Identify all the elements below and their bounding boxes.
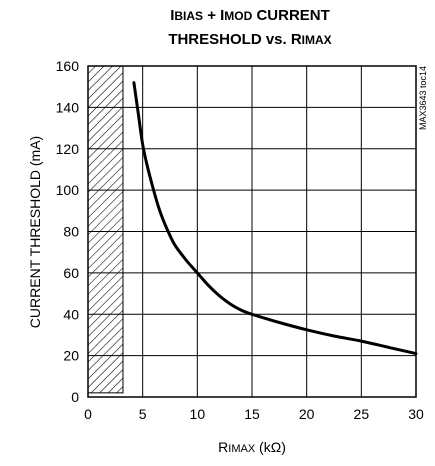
x-tick-label: 5 <box>139 406 147 422</box>
x-tick-label: 0 <box>84 406 92 422</box>
chart-title-line1: IBIAS + IMOD CURRENT <box>170 7 330 24</box>
y-tick-label: 0 <box>71 389 79 405</box>
y-tick-label: 40 <box>63 306 79 322</box>
y-tick-label: 100 <box>56 182 80 198</box>
x-tick-label: 20 <box>299 406 315 422</box>
x-tick-label: 10 <box>190 406 206 422</box>
x-tick-label: 15 <box>244 406 260 422</box>
figure-id: MAX3643 toc14 <box>418 66 428 130</box>
plot-frame <box>87 65 417 398</box>
y-tick-label: 20 <box>63 348 79 364</box>
hatched-region <box>87 65 124 394</box>
y-tick-label: 120 <box>56 141 80 157</box>
y-tick-label: 60 <box>63 265 79 281</box>
y-tick-labels: 0 20 40 60 80 100 120 140 160 <box>56 58 80 405</box>
x-tick-labels: 0 5 10 15 20 25 30 <box>84 406 424 422</box>
y-tick-label: 160 <box>56 58 80 74</box>
x-tick-label: 30 <box>408 406 424 422</box>
y-tick-label: 140 <box>56 99 80 115</box>
x-tick-label: 25 <box>354 406 370 422</box>
chart-title-line2: THRESHOLD vs. RIMAX <box>168 31 331 48</box>
series-curve <box>132 81 418 356</box>
x-axis-label: RIMAX (kΩ) <box>218 439 286 455</box>
y-tick-label: 80 <box>63 224 79 240</box>
y-axis-label: CURRENT THRESHOLD (mA) <box>27 136 43 328</box>
